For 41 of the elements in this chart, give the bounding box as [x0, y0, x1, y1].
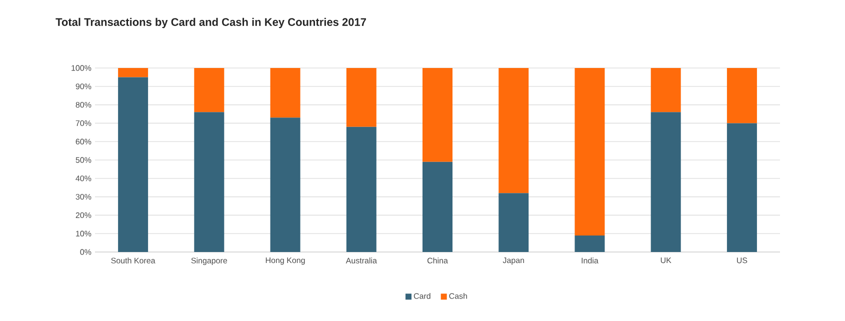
bar — [118, 68, 148, 78]
y-tick-label: 90% — [76, 84, 92, 90]
x-tick-label: Australia — [346, 258, 377, 264]
bar — [422, 68, 453, 162]
x-tick-label: South Korea — [111, 258, 156, 264]
x-tick-label: Singapore — [191, 258, 228, 265]
bar — [650, 112, 681, 252]
x-tick-label: Hong Kong — [266, 258, 305, 265]
y-tick-label: 80% — [76, 102, 92, 108]
y-tick-label: 50% — [76, 157, 92, 163]
chart-title: Total Transactions by Card and Cash in Key Countries 2017 — [56, 18, 366, 28]
x-tick-label: UK — [660, 258, 672, 264]
bar — [346, 126, 376, 252]
x-tick-label: US — [737, 258, 748, 264]
legend-label: Cash — [449, 292, 467, 299]
bar — [270, 68, 300, 118]
bar — [574, 235, 605, 252]
y-tick-label: 10% — [76, 230, 92, 236]
y-tick-label: 60% — [76, 138, 92, 144]
bar — [498, 68, 529, 194]
y-tick-label: 30% — [76, 194, 92, 200]
bar — [194, 68, 224, 112]
y-tick-label: 100% — [72, 65, 92, 71]
bar — [422, 162, 453, 252]
bar — [726, 123, 757, 252]
legend-label: Card — [414, 292, 430, 299]
y-tick-label: 70% — [76, 120, 92, 126]
bar — [194, 112, 224, 252]
bar — [118, 77, 148, 252]
y-tick-label: 0% — [80, 249, 92, 255]
bar — [346, 68, 376, 127]
bar — [650, 68, 681, 112]
x-tick-label: China — [427, 258, 448, 264]
y-tick-label: 40% — [76, 176, 92, 182]
y-tick-label: 20% — [76, 212, 92, 218]
bar — [726, 68, 757, 124]
x-tick-label: India — [582, 258, 598, 264]
x-tick-label: Japan — [502, 258, 524, 265]
bar — [270, 118, 300, 252]
bar — [574, 68, 605, 236]
bar — [498, 193, 529, 252]
